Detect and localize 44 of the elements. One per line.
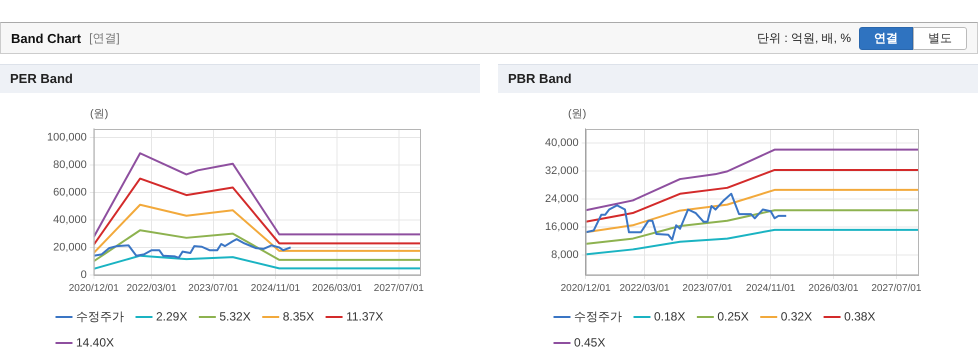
x-tick-label: 2027/07/01 — [374, 282, 424, 294]
text: 연결 — [859, 26, 913, 50]
y-tick-label: 60,000 — [53, 186, 87, 198]
legend-label: 11.37X — [346, 309, 384, 324]
x-tick-label: 2026/03/01 — [808, 282, 859, 294]
legend-label: 수정주가 — [574, 309, 622, 324]
text: [연결] — [89, 30, 120, 46]
y-axis-title: (원) — [568, 107, 586, 121]
text: 별도 — [913, 26, 967, 50]
x-tick-label: 2026/03/01 — [312, 282, 362, 294]
legend-label: 0.18X — [654, 309, 686, 324]
text: 단위 : 억원, 배, % — [756, 30, 851, 46]
x-tick-label: 2020/12/01 — [560, 282, 612, 294]
x-tick-label: 2023/07/01 — [682, 282, 733, 294]
chart-title: PER Band — [0, 64, 480, 93]
chart-title: PBR Band — [498, 64, 978, 93]
legend-label: 수정주가 — [76, 309, 124, 324]
y-axis-title: (원) — [90, 107, 108, 121]
y-tick-label: 40,000 — [544, 137, 579, 150]
legend-label: 2.29X — [156, 309, 188, 324]
x-tick-label: 2022/03/01 — [126, 282, 177, 294]
y-tick-label: 8,000 — [551, 249, 579, 262]
y-tick-label: 80,000 — [53, 158, 87, 171]
x-tick-label: 2024/11/01 — [250, 282, 301, 294]
x-tick-label: 2024/11/01 — [746, 282, 796, 294]
y-tick-label: 24,000 — [544, 193, 579, 206]
y-tick-label: 0 — [80, 269, 87, 282]
x-tick-label: 2027/07/01 — [871, 282, 922, 294]
y-tick-label: 40,000 — [53, 214, 87, 226]
legend-label: 0.32X — [780, 309, 812, 324]
legend-label: 14.40X — [76, 335, 114, 350]
legend-label: 8.35X — [282, 309, 314, 324]
legend-label: 5.32X — [219, 309, 251, 324]
x-tick-label: 2023/07/01 — [188, 282, 239, 294]
y-tick-label: 32,000 — [544, 165, 579, 178]
x-tick-label: 2022/03/01 — [619, 282, 670, 294]
legend-label: 0.45X — [574, 335, 606, 350]
y-tick-label: 16,000 — [544, 221, 579, 234]
legend-label: 0.25X — [717, 309, 749, 324]
text: Band Chart — [11, 30, 82, 46]
y-tick-label: 100,000 — [46, 131, 87, 144]
x-tick-label: 2020/12/01 — [68, 282, 120, 294]
y-tick-label: 20,000 — [53, 241, 87, 254]
legend-label: 0.38X — [844, 309, 876, 324]
